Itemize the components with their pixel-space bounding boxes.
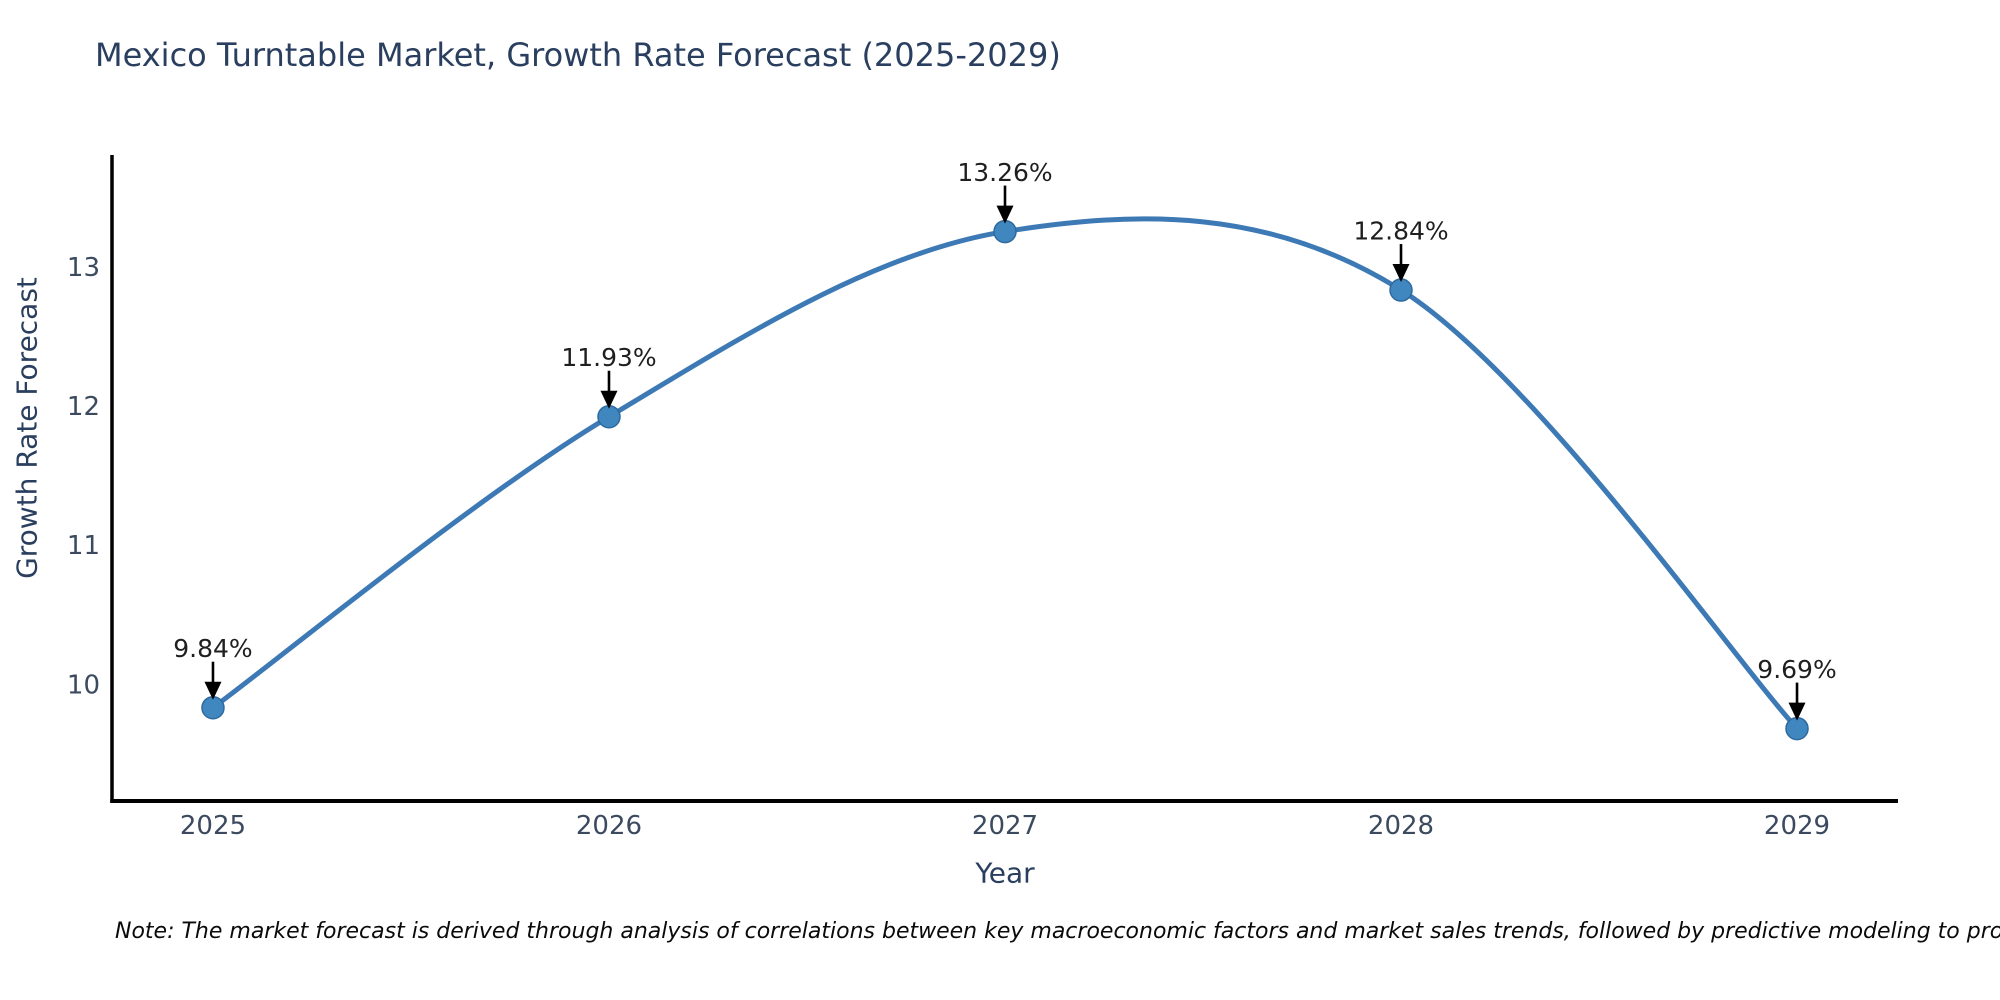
y-tick-label: 12 <box>67 392 100 422</box>
data-point <box>1389 278 1413 302</box>
data-point-label: 9.69% <box>1757 655 1836 684</box>
data-point <box>597 404 621 429</box>
annotation-arrowhead-icon <box>204 681 222 700</box>
x-tick-label: 2028 <box>1368 811 1434 841</box>
x-tick-label: 2029 <box>1764 811 1830 841</box>
y-tick-label: 11 <box>67 531 100 561</box>
data-point <box>993 219 1017 244</box>
annotation-arrowhead-icon <box>996 205 1014 224</box>
x-axis-title: Year <box>975 856 1035 890</box>
data-point-label: 9.84% <box>173 634 252 663</box>
x-tick-label: 2025 <box>180 811 246 841</box>
chart-title: Mexico Turntable Market, Growth Rate For… <box>95 36 1061 74</box>
footnote: Note: The market forecast is derived thr… <box>115 919 2000 944</box>
annotation-arrowhead-icon <box>600 390 618 409</box>
annotation-arrowhead-icon <box>1788 702 1806 721</box>
data-point-label: 13.26% <box>957 158 1052 187</box>
y-tick-label: 13 <box>67 253 100 283</box>
line-series-path <box>210 216 1800 732</box>
data-point-label: 12.84% <box>1353 217 1448 246</box>
data-point <box>201 695 225 720</box>
x-tick-label: 2027 <box>972 811 1038 841</box>
annotation-arrowhead-icon <box>1392 264 1410 283</box>
x-tick-label: 2026 <box>576 811 642 841</box>
data-point <box>1785 716 1809 741</box>
y-tick-label: 10 <box>67 670 100 700</box>
data-point-label: 11.93% <box>561 343 656 372</box>
